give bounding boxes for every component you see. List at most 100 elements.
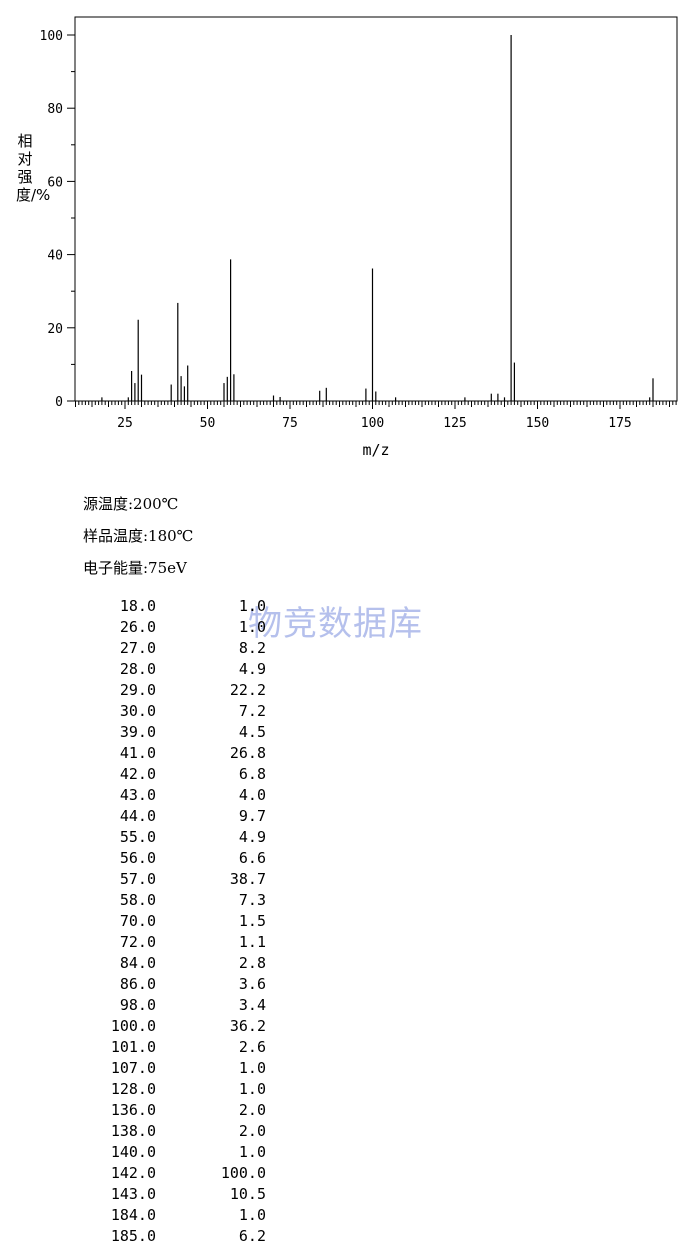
peak-mz: 18.0: [119, 597, 156, 615]
watermark: 物竞数据库: [248, 604, 423, 644]
y-axis: 0 20 40 60 80 100: [40, 29, 75, 410]
x-tick-label: 125: [443, 416, 466, 431]
peak-mz: 72.0: [119, 933, 156, 951]
peak-mz: 98.0: [119, 996, 156, 1014]
peak-intensity: 1.0: [238, 1206, 266, 1224]
peak-row: 98.0 3.4: [96, 995, 286, 1016]
peak-mz: 57.0: [119, 870, 156, 888]
peak-mz: 70.0: [119, 912, 156, 930]
peak-intensity: 1.0: [238, 618, 266, 636]
peak-row: 57.0 38.7: [96, 869, 286, 890]
peak-row: 44.0 9.7: [96, 806, 286, 827]
peak-row: 18.0 1.0: [96, 596, 286, 617]
peak-intensity: 6.6: [238, 849, 266, 867]
peak-row: 43.0 4.0: [96, 785, 286, 806]
peak-intensity: 2.6: [238, 1038, 266, 1056]
peak-intensity: 1.0: [238, 597, 266, 615]
peak-intensity: 1.0: [238, 1080, 266, 1098]
peak-mz: 100.0: [110, 1017, 156, 1035]
x-tick-label: 100: [361, 416, 384, 431]
peak-row: 128.0 1.0: [96, 1079, 286, 1100]
peak-intensity: 100.0: [220, 1164, 266, 1182]
peak-mz: 107.0: [110, 1059, 156, 1077]
x-tick-label: 75: [282, 416, 298, 431]
peak-row: 184.0 1.0: [96, 1205, 286, 1226]
peak-row: 143.0 10.5: [96, 1184, 286, 1205]
peak-row: 28.0 4.9: [96, 659, 286, 680]
peak-intensity: 8.2: [238, 639, 266, 657]
x-tick-label: 25: [117, 416, 133, 431]
peak-mz: 138.0: [110, 1122, 156, 1140]
peak-intensity: 4.9: [238, 660, 266, 678]
peak-mz: 56.0: [119, 849, 156, 867]
x-axis: 25 50 75 100 125 150 175: [75, 401, 677, 431]
peak-intensity: 1.0: [238, 1059, 266, 1077]
peak-mz: 58.0: [119, 891, 156, 909]
peak-row: 58.0 7.3: [96, 890, 286, 911]
peak-row: 86.0 3.6: [96, 974, 286, 995]
peak-mz: 29.0: [119, 681, 156, 699]
peak-intensity: 2.0: [238, 1122, 266, 1140]
peak-intensity: 26.8: [229, 744, 266, 762]
acquisition-conditions: 源温度:200℃ 样品温度:180℃ 电子能量:75eV: [83, 493, 193, 589]
peak-row: 72.0 1.1: [96, 932, 286, 953]
peak-row: 142.0 100.0: [96, 1163, 286, 1184]
peak-row: 41.0 26.8: [96, 743, 286, 764]
peak-row: 55.0 4.9: [96, 827, 286, 848]
x-tick-label: 50: [200, 416, 216, 431]
peak-intensity: 9.7: [238, 807, 266, 825]
peak-intensity: 1.0: [238, 1143, 266, 1161]
peak-intensity: 36.2: [229, 1017, 266, 1035]
x-tick-label: 150: [526, 416, 549, 431]
peak-row: 136.0 2.0: [96, 1100, 286, 1121]
peak-mz: 101.0: [110, 1038, 156, 1056]
peak-mz: 41.0: [119, 744, 156, 762]
peak-list: 18.0 1.0 26.0 1.0 27.0 8.2 28.0 4.9 29.0 22.2 30.0…: [96, 596, 286, 1247]
y-tick-label: 80: [47, 102, 63, 117]
peak-intensity: 2.0: [238, 1101, 266, 1119]
y-tick-label: 40: [47, 249, 63, 264]
peak-row: 100.0 36.2: [96, 1016, 286, 1037]
peak-mz: 143.0: [110, 1185, 156, 1203]
peak-row: 140.0 1.0: [96, 1142, 286, 1163]
peak-row: 138.0 2.0: [96, 1121, 286, 1142]
plot-frame: [74, 16, 678, 402]
peak-mz: 128.0: [110, 1080, 156, 1098]
peak-mz: 136.0: [110, 1101, 156, 1119]
peak-intensity: 1.5: [238, 912, 266, 930]
peak-intensity: 22.2: [229, 681, 266, 699]
peak-row: 107.0 1.0: [96, 1058, 286, 1079]
peak-intensity: 3.6: [238, 975, 266, 993]
x-tick-label: 175: [608, 416, 631, 431]
peak-row: 29.0 22.2: [96, 680, 286, 701]
peak-mz: 140.0: [110, 1143, 156, 1161]
sample-temperature: 样品温度:180℃: [83, 527, 194, 545]
x-axis-label: m/z: [362, 441, 389, 459]
peak-mz: 26.0: [119, 618, 156, 636]
peak-mz: 27.0: [119, 639, 156, 657]
y-axis-label: 相对强度/%: [16, 132, 51, 204]
mass-spectrum-chart: 25 50 75 100 125 150 175 0 20 40 60 80 100 m/z: [40, 16, 678, 459]
peak-row: 39.0 4.5: [96, 722, 286, 743]
peak-mz: 28.0: [119, 660, 156, 678]
y-tick-label: 100: [40, 29, 63, 44]
peak-row: 27.0 8.2: [96, 638, 286, 659]
peak-intensity: 1.1: [238, 933, 266, 951]
spectrum-bars: [101, 35, 654, 401]
peak-intensity: 2.8: [238, 954, 266, 972]
peak-row: 101.0 2.6: [96, 1037, 286, 1058]
peak-row: 30.0 7.2: [96, 701, 286, 722]
peak-mz: 84.0: [119, 954, 156, 972]
peak-mz: 142.0: [110, 1164, 156, 1182]
peak-mz: 30.0: [119, 702, 156, 720]
peak-row: 42.0 6.8: [96, 764, 286, 785]
source-temperature: 源温度:200℃: [83, 495, 179, 513]
electron-energy: 电子能量:75eV: [83, 559, 187, 577]
peak-mz: 86.0: [119, 975, 156, 993]
peak-mz: 185.0: [110, 1227, 156, 1245]
peak-row: 26.0 1.0: [96, 617, 286, 638]
peak-row: 84.0 2.8: [96, 953, 286, 974]
y-tick-label: 0: [55, 395, 63, 410]
peak-intensity: 7.3: [238, 891, 266, 909]
peak-mz: 42.0: [119, 765, 156, 783]
